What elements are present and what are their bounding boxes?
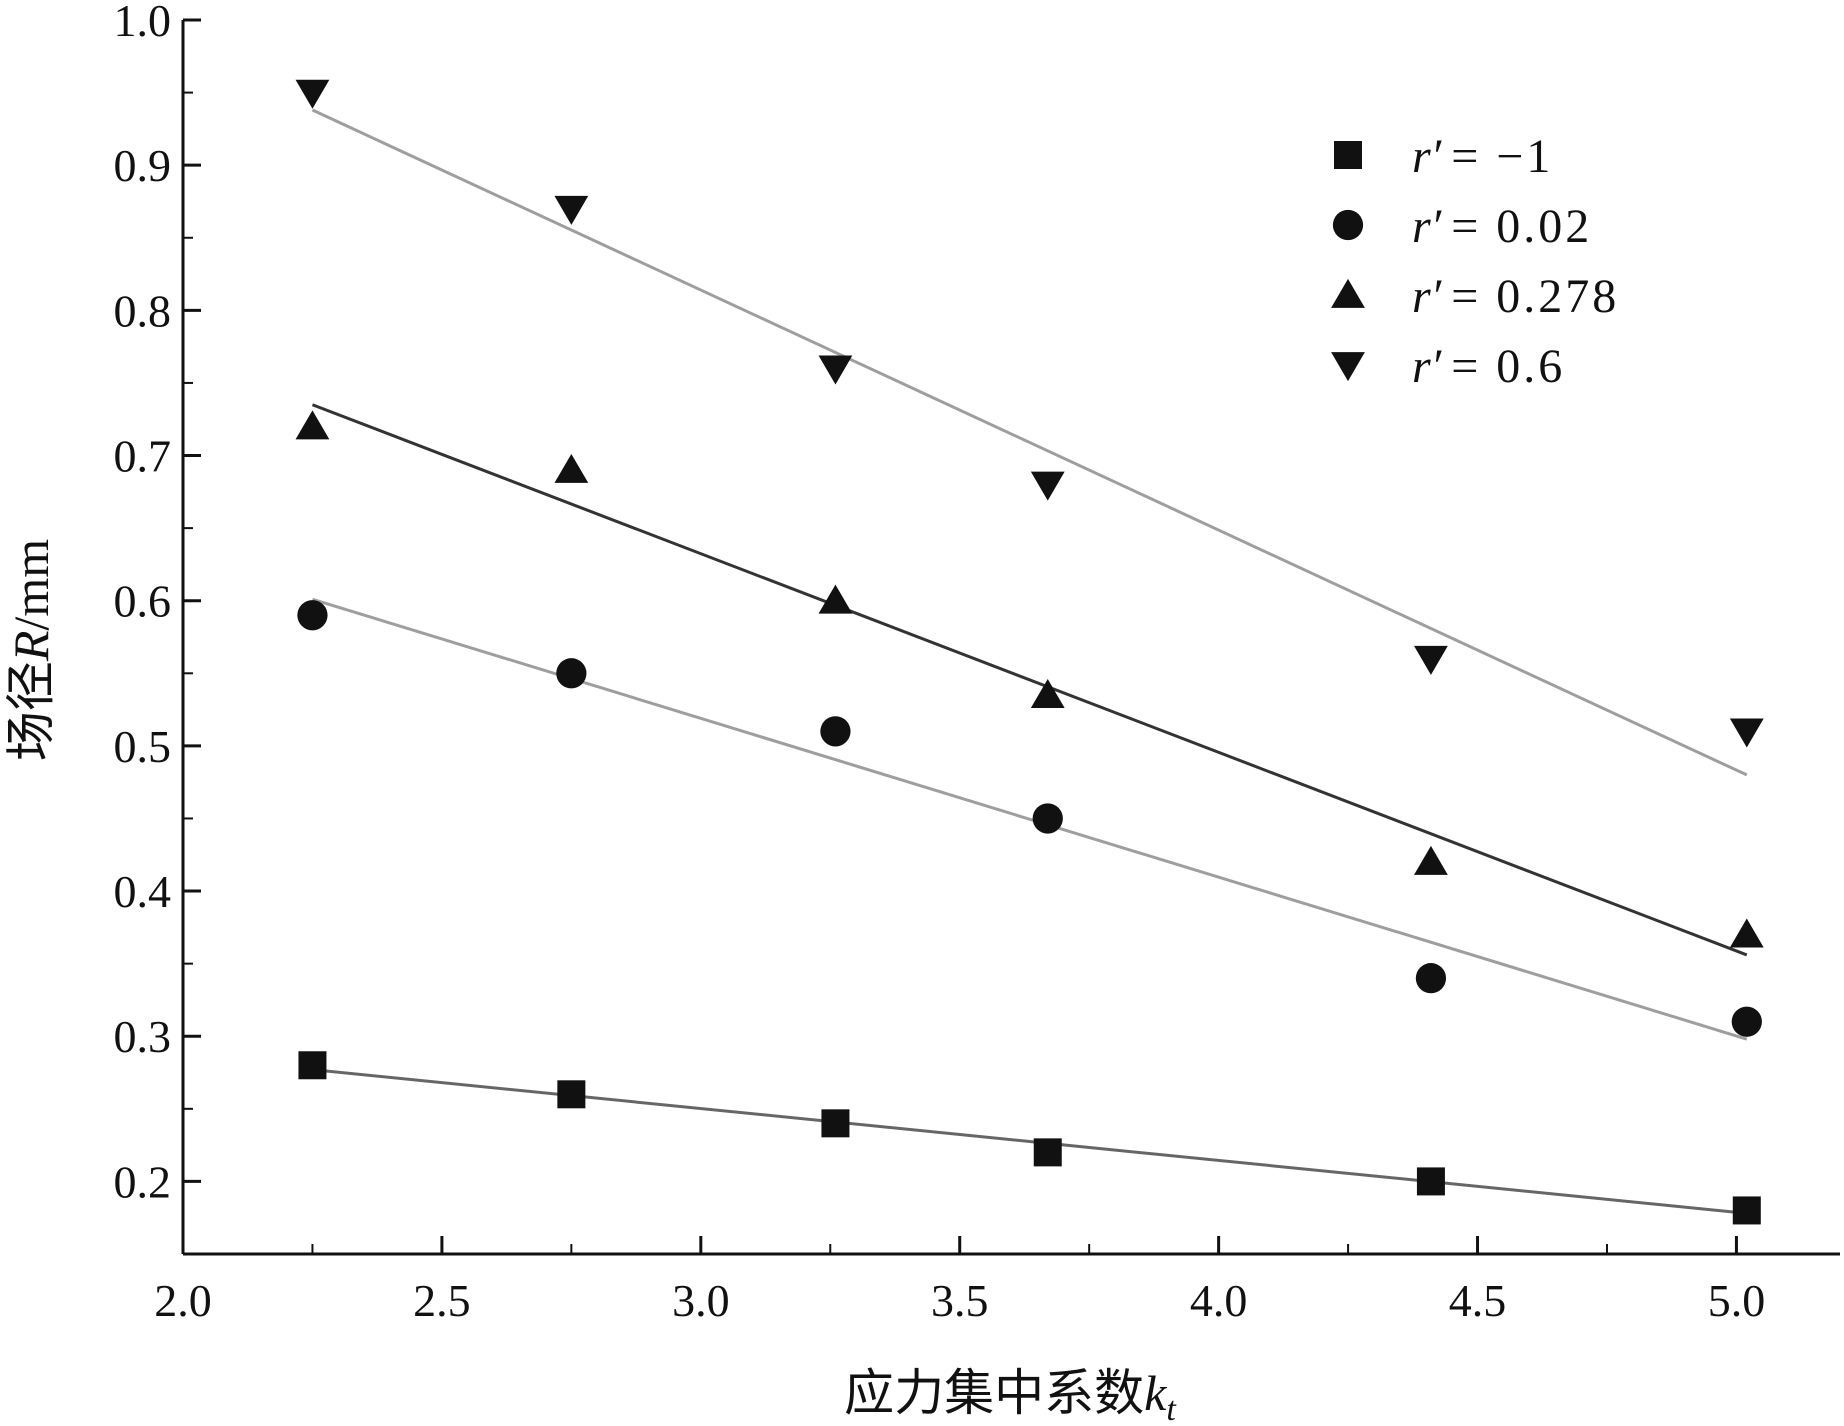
data-point-square bbox=[1416, 1167, 1445, 1196]
x-tick-label: 4.5 bbox=[1449, 1275, 1507, 1326]
legend-label: r′ = 0.6 bbox=[1412, 340, 1565, 393]
x-tick-label: 5.0 bbox=[1708, 1275, 1766, 1326]
data-markers bbox=[295, 79, 1764, 1225]
y-tick-label: 0.7 bbox=[114, 431, 172, 482]
x-axis-title: 应力集中系数kt bbox=[844, 1364, 1177, 1426]
data-point-circle bbox=[556, 658, 587, 689]
fit-line-triangle-up bbox=[311, 403, 1748, 957]
legend-marker-square bbox=[1334, 141, 1362, 169]
legend: r′ = −1 r′ = 0.02 r′ = 0.278 r′ = 0.6 bbox=[1331, 130, 1619, 393]
data-point-square bbox=[298, 1051, 327, 1080]
x-tick-label: 3.0 bbox=[672, 1275, 730, 1326]
data-point-square bbox=[821, 1109, 850, 1138]
x-tick-label: 3.5 bbox=[931, 1275, 989, 1326]
data-point-triangle-up bbox=[818, 584, 853, 614]
data-point-circle bbox=[297, 600, 328, 631]
y-tick-label: 0.9 bbox=[114, 140, 172, 191]
legend-marker-triangle-down bbox=[1331, 352, 1365, 382]
x-ticks: 2.0 2.5 3.0 3.5 4.0 4.5 5.0 bbox=[154, 1236, 1765, 1326]
y-tick-label: 0.2 bbox=[114, 1156, 172, 1207]
legend-label: r′ = 0.278 bbox=[1412, 270, 1619, 323]
x-tick-label: 4.0 bbox=[1190, 1275, 1248, 1326]
data-point-triangle-up bbox=[1414, 845, 1448, 875]
data-point-square bbox=[1732, 1196, 1761, 1225]
data-point-square bbox=[557, 1080, 586, 1109]
x-tick-label: 2.5 bbox=[413, 1275, 471, 1326]
fit-lines bbox=[311, 108, 1748, 1215]
data-point-triangle-down bbox=[295, 79, 330, 109]
y-tick-label: 0.5 bbox=[114, 721, 172, 772]
data-point-triangle-down bbox=[554, 195, 589, 225]
data-point-triangle-up bbox=[1030, 678, 1065, 708]
data-point-triangle-down bbox=[1030, 471, 1065, 501]
data-point-triangle-down bbox=[1729, 718, 1764, 748]
legend-label: r′ = −1 bbox=[1412, 130, 1553, 183]
data-point-circle bbox=[1032, 803, 1063, 834]
data-point-triangle-up bbox=[554, 453, 589, 483]
data-point-square bbox=[1033, 1138, 1062, 1167]
axes bbox=[181, 20, 1840, 1256]
y-tick-label: 0.6 bbox=[114, 576, 172, 627]
fit-line-triangle-down bbox=[311, 108, 1748, 777]
data-point-circle bbox=[820, 716, 851, 747]
legend-marker-triangle-up bbox=[1331, 278, 1365, 308]
data-point-circle bbox=[1415, 963, 1447, 994]
data-point-triangle-down bbox=[1414, 645, 1448, 675]
data-point-triangle-up bbox=[295, 410, 330, 440]
y-tick-label: 0.4 bbox=[114, 866, 172, 917]
fit-line-circle bbox=[312, 597, 1748, 1041]
data-point-circle bbox=[1731, 1006, 1762, 1037]
data-point-triangle-down bbox=[818, 355, 853, 385]
legend-marker-circle bbox=[1332, 209, 1364, 241]
y-tick-label: 0.3 bbox=[114, 1011, 172, 1062]
legend-label: r′ = 0.02 bbox=[1412, 200, 1592, 253]
data-point-triangle-up bbox=[1729, 918, 1764, 948]
y-tick-label: 0.8 bbox=[114, 285, 172, 336]
y-axis-title: 场径R/mm bbox=[2, 539, 60, 761]
y-tick-label: 1.0 bbox=[114, 0, 172, 46]
x-tick-label: 2.0 bbox=[154, 1275, 212, 1326]
fit-line-square bbox=[312, 1068, 1747, 1215]
y-ticks: 0.2 0.3 0.4 0.5 0.6 0.7 0.8 0.9 1.0 bbox=[114, 0, 201, 1255]
